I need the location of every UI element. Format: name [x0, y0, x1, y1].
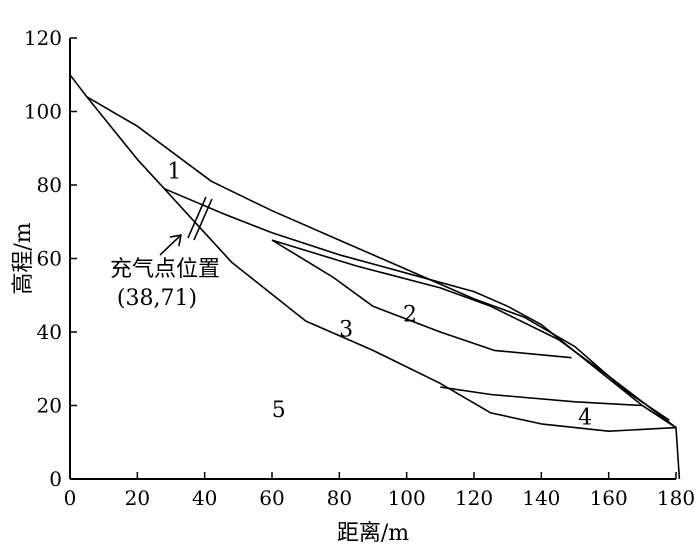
top-boundary — [86, 96, 670, 421]
slip-surface-1 — [163, 187, 677, 429]
y-axis-title: 高程/m — [11, 222, 36, 294]
profile-lines — [69, 74, 681, 480]
annotation-label-line-1: 充气点位置 — [110, 257, 220, 282]
region-label-2: 2 — [403, 303, 417, 328]
x-tick-label: 80 — [327, 486, 352, 510]
annotation-arrow-shaft — [159, 234, 182, 256]
x-tick-label: 140 — [522, 486, 560, 510]
inflation-mark-line-1 — [187, 196, 207, 239]
x-tick-label: 180 — [657, 486, 695, 510]
x-tick-label: 160 — [590, 486, 628, 510]
slope-surface — [69, 74, 681, 480]
region-label-3: 3 — [339, 317, 353, 342]
slip-surface-2 — [271, 239, 677, 429]
annotation-arrow-head — [169, 234, 182, 247]
x-tick-label: 0 — [64, 486, 77, 510]
annotation-label-line-2: (38,71) — [117, 286, 197, 311]
region-label-5: 5 — [272, 398, 286, 423]
x-tick-label: 40 — [192, 486, 217, 510]
y-tick-label: 40 — [37, 320, 62, 344]
y-tick-label: 80 — [37, 173, 62, 197]
slip-surface-3 — [271, 239, 572, 359]
region-label-1: 1 — [167, 159, 181, 184]
y-tick-label: 100 — [24, 100, 62, 124]
inflation-mark-line-2 — [193, 198, 213, 241]
y-tick-label: 60 — [37, 247, 62, 271]
region-labels: 1 2 3 4 5 — [167, 159, 592, 430]
axes: 0 20 40 60 80 100 120 140 160 180 0 20 40 60 80 100 120 距… — [11, 26, 695, 546]
y-tick-label: 20 — [37, 394, 62, 418]
x-axis-title: 距离/m — [337, 521, 409, 546]
y-tick-label: 120 — [24, 26, 62, 50]
inflation-point-annotation: 充气点位置 (38,71) — [110, 196, 220, 311]
y-tick-label: 0 — [49, 467, 62, 491]
x-tick-label: 60 — [259, 486, 284, 510]
x-tick-label: 100 — [388, 486, 426, 510]
region-label-4: 4 — [578, 406, 592, 431]
slip-surface-4 — [440, 386, 677, 429]
x-tick-label: 20 — [125, 486, 150, 510]
x-tick-label: 120 — [455, 486, 493, 510]
